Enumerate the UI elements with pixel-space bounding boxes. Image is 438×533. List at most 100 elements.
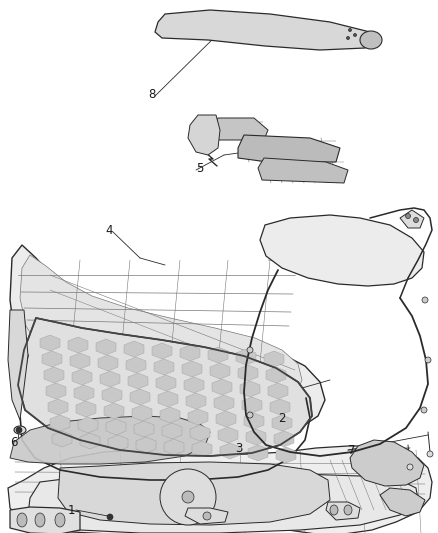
Polygon shape xyxy=(274,431,294,447)
Polygon shape xyxy=(98,355,118,371)
Polygon shape xyxy=(154,359,174,375)
Polygon shape xyxy=(130,389,150,405)
Polygon shape xyxy=(240,381,260,397)
Polygon shape xyxy=(10,245,325,437)
Ellipse shape xyxy=(360,31,382,49)
Circle shape xyxy=(203,512,211,520)
Ellipse shape xyxy=(17,513,27,527)
Polygon shape xyxy=(46,383,66,399)
Polygon shape xyxy=(380,488,425,516)
Text: 7: 7 xyxy=(348,443,356,456)
Polygon shape xyxy=(58,462,330,525)
Polygon shape xyxy=(326,502,360,520)
Circle shape xyxy=(406,214,410,219)
Polygon shape xyxy=(44,367,64,383)
Polygon shape xyxy=(182,361,202,377)
Ellipse shape xyxy=(14,426,26,434)
Polygon shape xyxy=(134,421,154,437)
Polygon shape xyxy=(210,363,230,379)
Polygon shape xyxy=(42,351,62,367)
Circle shape xyxy=(413,217,418,222)
Polygon shape xyxy=(108,435,128,451)
Circle shape xyxy=(160,469,216,525)
Polygon shape xyxy=(213,118,268,140)
Polygon shape xyxy=(70,353,90,369)
Circle shape xyxy=(407,464,413,470)
Polygon shape xyxy=(236,349,256,365)
Polygon shape xyxy=(10,507,80,533)
Polygon shape xyxy=(350,440,424,486)
Circle shape xyxy=(427,451,433,457)
Circle shape xyxy=(421,407,427,413)
Polygon shape xyxy=(218,427,238,443)
Polygon shape xyxy=(78,417,98,433)
Polygon shape xyxy=(76,401,96,417)
Ellipse shape xyxy=(35,513,45,527)
Polygon shape xyxy=(40,335,60,351)
Polygon shape xyxy=(72,369,92,385)
Polygon shape xyxy=(188,409,208,425)
Polygon shape xyxy=(214,395,234,411)
Circle shape xyxy=(247,347,253,353)
Circle shape xyxy=(16,427,22,433)
Polygon shape xyxy=(188,115,220,155)
Polygon shape xyxy=(272,415,292,431)
Polygon shape xyxy=(185,508,228,524)
Polygon shape xyxy=(264,351,284,367)
Text: 5: 5 xyxy=(196,161,203,174)
Polygon shape xyxy=(124,341,144,357)
Circle shape xyxy=(107,514,113,520)
Polygon shape xyxy=(128,373,148,389)
Ellipse shape xyxy=(344,505,352,515)
Polygon shape xyxy=(190,425,210,441)
Polygon shape xyxy=(192,441,212,457)
Polygon shape xyxy=(270,399,290,415)
Polygon shape xyxy=(186,393,206,409)
Polygon shape xyxy=(212,379,232,395)
Polygon shape xyxy=(8,310,28,420)
Polygon shape xyxy=(220,443,240,459)
Polygon shape xyxy=(162,423,182,439)
Text: 3: 3 xyxy=(235,441,242,455)
Polygon shape xyxy=(132,405,152,421)
Polygon shape xyxy=(248,445,268,461)
Polygon shape xyxy=(156,375,176,391)
Polygon shape xyxy=(126,357,146,373)
Text: 2: 2 xyxy=(278,411,286,424)
Circle shape xyxy=(422,297,428,303)
Polygon shape xyxy=(152,343,172,359)
Polygon shape xyxy=(104,403,124,419)
Text: 8: 8 xyxy=(148,88,155,101)
Circle shape xyxy=(349,28,352,31)
Polygon shape xyxy=(48,399,68,415)
Polygon shape xyxy=(184,377,204,393)
Polygon shape xyxy=(268,383,288,399)
Polygon shape xyxy=(276,447,296,463)
Text: 1: 1 xyxy=(68,504,75,516)
Polygon shape xyxy=(244,413,264,429)
Polygon shape xyxy=(52,431,72,447)
Polygon shape xyxy=(50,415,70,431)
Circle shape xyxy=(247,412,253,418)
Polygon shape xyxy=(246,429,266,445)
Polygon shape xyxy=(260,215,424,286)
Polygon shape xyxy=(96,339,116,355)
Polygon shape xyxy=(102,387,122,403)
Circle shape xyxy=(182,491,194,503)
Polygon shape xyxy=(136,437,156,453)
Polygon shape xyxy=(10,416,210,464)
Circle shape xyxy=(425,357,431,363)
Polygon shape xyxy=(8,446,432,533)
Polygon shape xyxy=(158,391,178,407)
Polygon shape xyxy=(180,345,200,361)
Polygon shape xyxy=(242,397,262,413)
Polygon shape xyxy=(400,210,424,228)
Polygon shape xyxy=(68,337,88,353)
Polygon shape xyxy=(258,158,348,183)
Polygon shape xyxy=(74,385,94,401)
Polygon shape xyxy=(238,135,340,162)
Text: 6: 6 xyxy=(10,435,18,448)
Polygon shape xyxy=(266,367,286,383)
Polygon shape xyxy=(155,10,372,50)
Polygon shape xyxy=(160,407,180,423)
